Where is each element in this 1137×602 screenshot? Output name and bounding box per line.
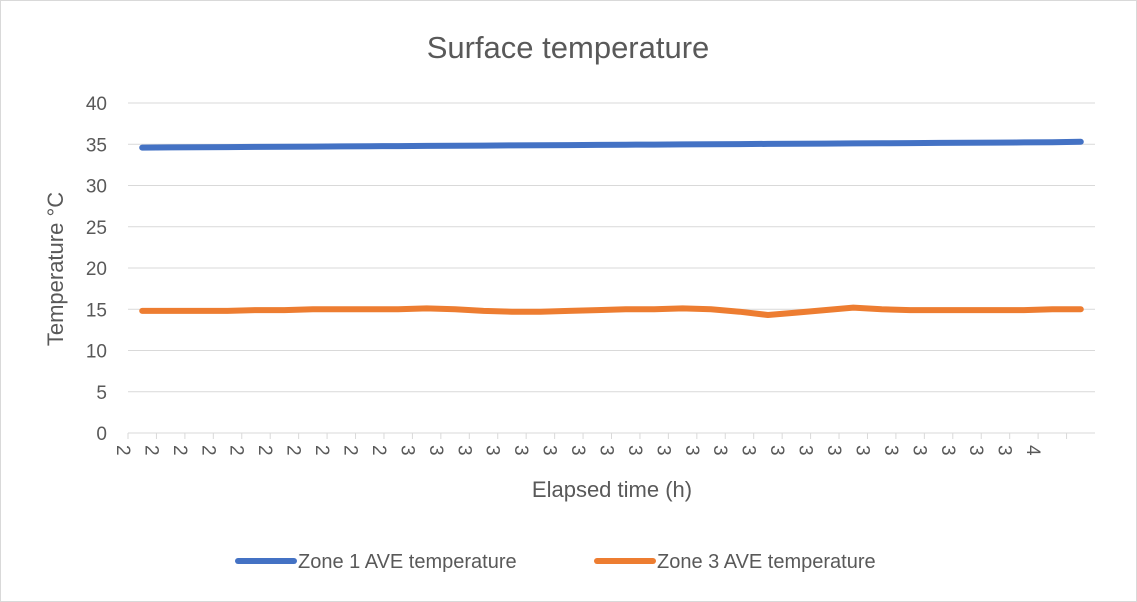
x-tick-label: 2 <box>112 445 133 456</box>
y-axis-ticks: 0 5 10 15 20 25 30 35 40 <box>86 94 107 445</box>
x-tick-label: 3 <box>652 445 673 456</box>
legend-label: Zone 3 AVE temperature <box>657 551 876 573</box>
x-tick-label-group: 2 <box>254 445 275 456</box>
x-tick-label-group: 3 <box>937 445 958 456</box>
y-tick-label: 15 <box>86 300 107 321</box>
y-axis-title: Temperature °C <box>43 192 68 346</box>
x-tick-label-group: 2 <box>197 445 218 456</box>
x-tick-label-group: 3 <box>766 445 787 456</box>
x-tick-label-group: 3 <box>652 445 673 456</box>
x-tick-label-group: 2 <box>112 445 133 456</box>
x-tick-label-group: 3 <box>880 445 901 456</box>
y-tick-label: 40 <box>86 94 107 115</box>
x-tick-label-group: 3 <box>510 445 531 456</box>
x-tick-label: 3 <box>539 445 560 456</box>
x-tick-label-group: 3 <box>994 445 1015 456</box>
x-tick-label: 2 <box>368 445 389 456</box>
x-tick-label: 4 <box>1022 445 1043 456</box>
x-tick-label: 3 <box>624 445 645 456</box>
gridlines <box>128 102 1095 434</box>
x-tick-label-group: 2 <box>311 445 332 456</box>
y-tick-label: 35 <box>86 135 107 156</box>
x-tick-label: 3 <box>510 445 531 456</box>
x-axis-title: Elapsed time (h) <box>532 477 692 502</box>
x-tick-label: 3 <box>482 445 503 456</box>
x-tick-label-group: 3 <box>738 445 759 456</box>
x-tick-label-group: 3 <box>453 445 474 456</box>
x-tick-label-group: 3 <box>908 445 929 456</box>
x-tick-label-group: 3 <box>396 445 417 456</box>
x-tick-label-group: 2 <box>368 445 389 456</box>
x-tick-label: 2 <box>340 445 361 456</box>
x-tick-label: 3 <box>396 445 417 456</box>
x-tick-label-group: 3 <box>482 445 503 456</box>
y-tick-label: 30 <box>86 177 107 198</box>
x-tick-label-group: 3 <box>595 445 616 456</box>
x-tick-label: 3 <box>908 445 929 456</box>
x-tick-label-group: 2 <box>283 445 304 456</box>
legend: Zone 1 AVE temperature Zone 3 AVE tempera… <box>235 551 876 573</box>
x-tick-label: 3 <box>595 445 616 456</box>
x-tick-label-group: 2 <box>226 445 247 456</box>
x-tick-label: 3 <box>994 445 1015 456</box>
x-tick-label: 3 <box>795 445 816 456</box>
x-tick-label-group: 3 <box>425 445 446 456</box>
legend-label: Zone 1 AVE temperature <box>298 551 517 573</box>
x-tick-label: 2 <box>311 445 332 456</box>
x-tick-label: 3 <box>937 445 958 456</box>
x-tick-label: 3 <box>453 445 474 456</box>
x-tick-label: 3 <box>709 445 730 456</box>
y-tick-label: 10 <box>86 342 107 363</box>
x-tick-label: 3 <box>567 445 588 456</box>
x-tick-label-group: 3 <box>965 445 986 456</box>
x-tick-label: 2 <box>140 445 161 456</box>
x-tick-label-group: 2 <box>140 445 161 456</box>
series-lines <box>139 138 1084 318</box>
series-line-zone-1 <box>139 138 1084 151</box>
x-tick-label-group: 3 <box>709 445 730 456</box>
x-tick-label-group: 3 <box>539 445 560 456</box>
x-tick-label-group: 3 <box>624 445 645 456</box>
y-tick-label: 5 <box>96 383 107 404</box>
x-tick-label: 3 <box>681 445 702 456</box>
x-tick-label: 2 <box>226 445 247 456</box>
y-tick-label: 20 <box>86 259 107 280</box>
x-tick-label-group: 3 <box>851 445 872 456</box>
x-tick-label: 3 <box>880 445 901 456</box>
y-tick-label: 25 <box>86 218 107 239</box>
x-tick-label: 2 <box>169 445 190 456</box>
x-tick-label: 3 <box>425 445 446 456</box>
x-tick-label-group: 2 <box>340 445 361 456</box>
x-tick-label: 3 <box>766 445 787 456</box>
chart-title: Surface temperature <box>427 30 710 65</box>
x-tick-label-group: 3 <box>567 445 588 456</box>
series-line-zone-3 <box>139 304 1084 318</box>
x-tick-label-group: 2 <box>169 445 190 456</box>
x-tick-label-group: 3 <box>681 445 702 456</box>
x-tick-label-group: 4 <box>1022 445 1043 456</box>
x-tick-label-group: 3 <box>795 445 816 456</box>
x-tick-label: 3 <box>823 445 844 456</box>
x-tick-label: 3 <box>965 445 986 456</box>
x-tick-label: 2 <box>283 445 304 456</box>
x-tick-label: 3 <box>738 445 759 456</box>
x-tick-label: 2 <box>254 445 275 456</box>
x-tick-label: 3 <box>851 445 872 456</box>
x-tick-label: 2 <box>197 445 218 456</box>
x-tick-label-group: 3 <box>823 445 844 456</box>
y-tick-label: 0 <box>96 424 107 445</box>
